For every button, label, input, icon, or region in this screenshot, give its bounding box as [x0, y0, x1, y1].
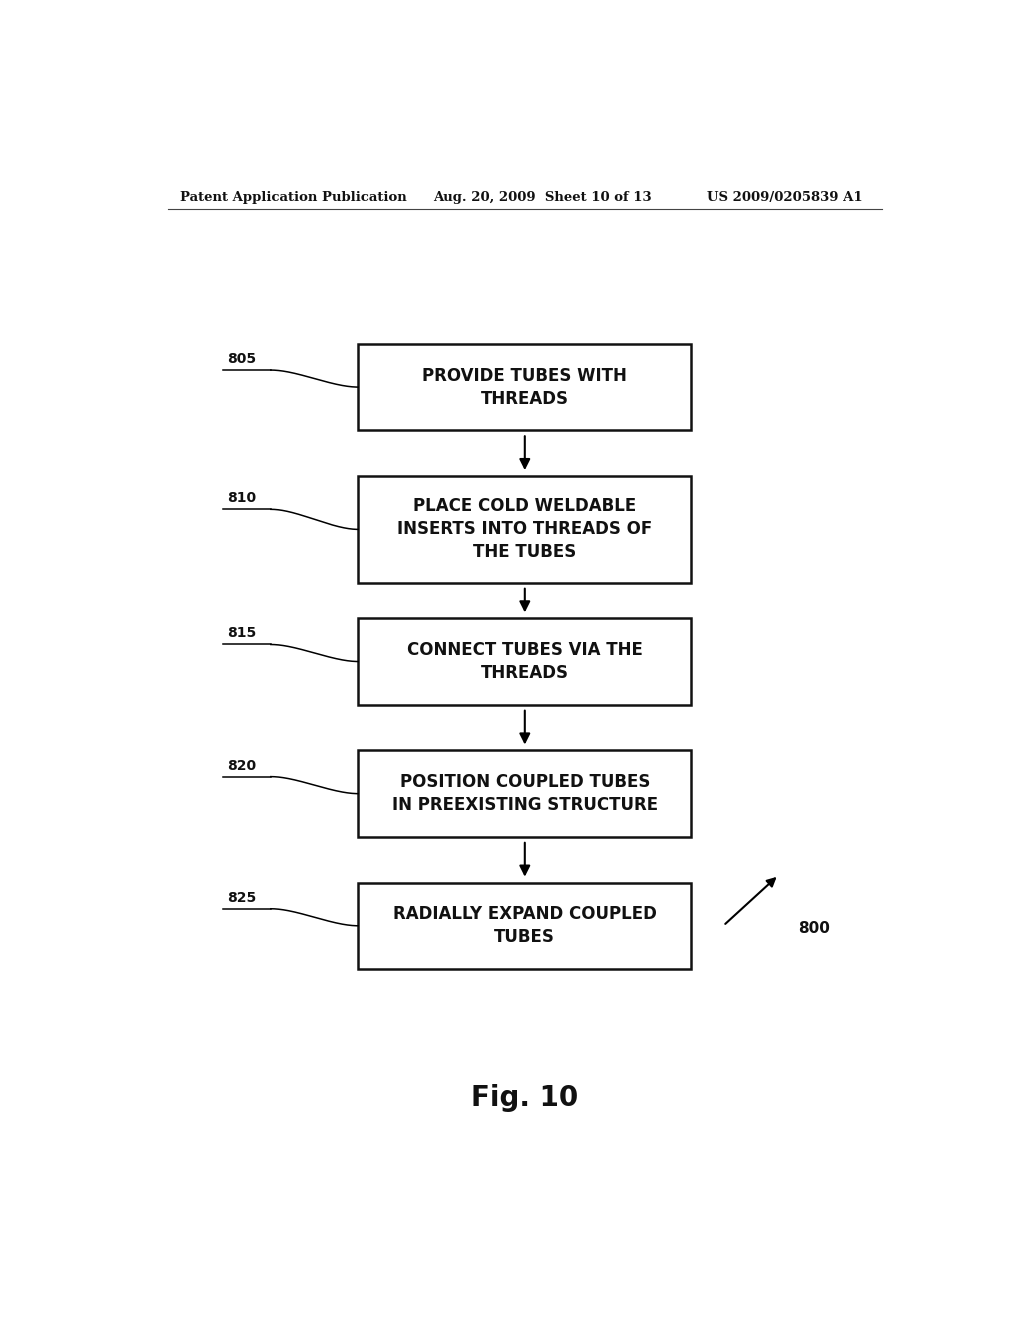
Text: 825: 825 — [227, 891, 256, 904]
FancyBboxPatch shape — [358, 751, 691, 837]
Text: PROVIDE TUBES WITH
THREADS: PROVIDE TUBES WITH THREADS — [422, 367, 628, 408]
Text: Aug. 20, 2009  Sheet 10 of 13: Aug. 20, 2009 Sheet 10 of 13 — [433, 190, 652, 203]
FancyBboxPatch shape — [358, 477, 691, 582]
Text: 800: 800 — [799, 921, 830, 936]
FancyBboxPatch shape — [358, 345, 691, 430]
Text: 805: 805 — [227, 352, 256, 366]
FancyBboxPatch shape — [358, 883, 691, 969]
Text: RADIALLY EXPAND COUPLED
TUBES: RADIALLY EXPAND COUPLED TUBES — [393, 906, 656, 946]
Text: CONNECT TUBES VIA THE
THREADS: CONNECT TUBES VIA THE THREADS — [407, 642, 643, 682]
Text: 810: 810 — [227, 491, 256, 506]
Text: PLACE COLD WELDABLE
INSERTS INTO THREADS OF
THE TUBES: PLACE COLD WELDABLE INSERTS INTO THREADS… — [397, 498, 652, 561]
Text: 820: 820 — [227, 759, 256, 772]
Text: Fig. 10: Fig. 10 — [471, 1084, 579, 1111]
FancyBboxPatch shape — [358, 618, 691, 705]
Text: Patent Application Publication: Patent Application Publication — [179, 190, 407, 203]
Text: 815: 815 — [227, 627, 256, 640]
Text: POSITION COUPLED TUBES
IN PREEXISTING STRUCTURE: POSITION COUPLED TUBES IN PREEXISTING ST… — [392, 774, 657, 814]
Text: US 2009/0205839 A1: US 2009/0205839 A1 — [708, 190, 863, 203]
